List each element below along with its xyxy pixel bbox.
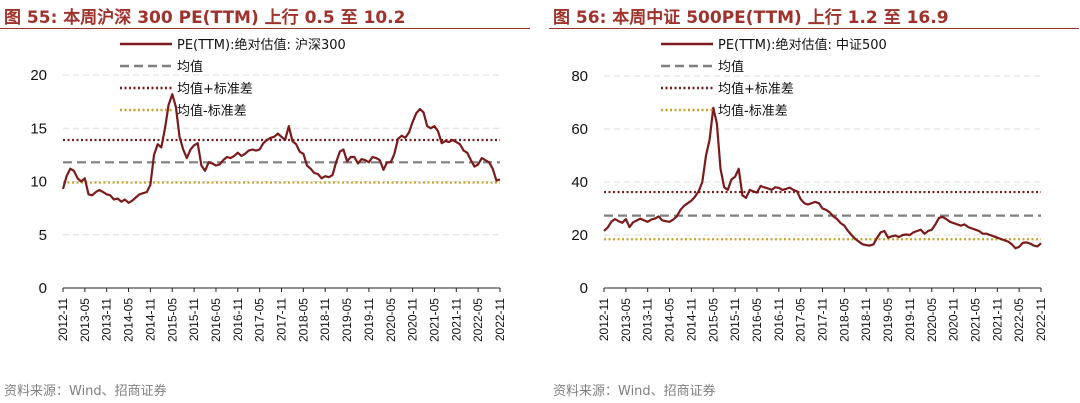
x-tick-label: 2012-11: [56, 298, 70, 341]
x-tick-label: 2017-05: [794, 298, 808, 342]
pe-series-line: [603, 106, 1042, 250]
x-tick-label: 2022-05: [1012, 298, 1026, 342]
y-tick-label: 5: [39, 227, 47, 244]
x-tick-label: 2019-11: [903, 298, 917, 341]
x-tick-label: 2017-11: [816, 298, 830, 341]
x-tick-label: 2016-05: [209, 298, 223, 342]
x-tick-label: 2018-11: [318, 298, 332, 341]
x-tick-label: 2015-11: [187, 298, 201, 341]
source-note: 资料来源：Wind、招商证券: [553, 384, 716, 399]
y-tick-label: 60: [571, 121, 588, 138]
y-tick-label: 20: [30, 67, 47, 84]
chart-hs300-pe: 0 5 10 15 20 2012-11 2013-05 2013-11 2014-05 2014…: [30, 37, 507, 342]
x-tick-label: 2017-05: [253, 298, 267, 342]
pe-series-line: [61, 93, 501, 204]
x-tick-label: 2021-11: [449, 298, 463, 341]
x-tick-label: 2018-11: [859, 298, 873, 341]
legend-pe-label: PE(TTM):绝对估值: 中证500: [718, 37, 887, 53]
legend-lower-label: 均值-标准差: [718, 103, 788, 119]
x-tick-label: 2019-05: [340, 298, 354, 342]
legend-mean-label: 均值: [177, 59, 203, 75]
x-tick-label: 2018-05: [296, 298, 310, 342]
x-tick-label: 2015-05: [165, 298, 179, 342]
title-divider: [0, 28, 530, 29]
x-tick-label: 2019-11: [362, 298, 376, 341]
x-tick-label: 2017-11: [275, 298, 289, 341]
y-tick-label: 15: [30, 120, 47, 137]
x-tick-label: 2012-11: [597, 298, 611, 341]
x-tick-label: 2021-11: [990, 298, 1004, 341]
y-tick-label: 20: [571, 227, 588, 244]
x-tick-label: 2019-05: [881, 298, 895, 342]
chart-panel-hs300: 图 55: 本周沪深 300 PE(TTM) 上行 0.5 至 10.2 0 5 1…: [0, 0, 530, 403]
y-tick-label: 80: [571, 68, 588, 85]
legend-mean-label: 均值: [718, 59, 744, 75]
title-divider: [549, 28, 1079, 29]
y-tick-label: 0: [39, 280, 47, 297]
x-tick-label: 2021-05: [427, 298, 441, 342]
x-tick-label: 2015-05: [706, 298, 720, 342]
legend-lower-label: 均值-标准差: [177, 103, 247, 119]
x-tick-label: 2016-05: [750, 298, 764, 342]
x-tick-label: 2022-11: [493, 298, 507, 341]
chart-csi500-pe: 0 20 40 60 80 2012-11 2013-05 2013-11 2014-05 201…: [571, 37, 1048, 342]
x-tick-label: 2014-05: [122, 298, 136, 342]
x-tick-label: 2014-05: [663, 298, 677, 342]
x-tick-label: 2013-05: [78, 298, 92, 342]
x-tick-label: 2018-05: [837, 298, 851, 342]
y-tick-label: 10: [30, 174, 47, 191]
x-tick-label: 2022-05: [471, 298, 485, 342]
x-tick-label: 2020-11: [406, 298, 420, 341]
legend-upper-label: 均值+标准差: [718, 81, 794, 97]
legend-upper-label: 均值+标准差: [177, 81, 253, 97]
x-tick-label: 2016-11: [231, 298, 245, 341]
source-note: 资料来源：Wind、招商证券: [4, 384, 167, 399]
x-tick-label: 2015-11: [728, 298, 742, 341]
legend-pe-label: PE(TTM):绝对估值: 沪深300: [177, 37, 346, 53]
chart-panel-csi500: 图 56: 本周中证 500PE(TTM) 上行 1.2 至 16.9 0 20 4…: [549, 0, 1079, 403]
x-tick-label: 2013-11: [641, 298, 655, 341]
x-tick-label: 2022-11: [1034, 298, 1048, 341]
x-tick-label: 2020-05: [925, 298, 939, 342]
y-tick-label: 40: [571, 174, 588, 191]
y-tick-label: 0: [580, 280, 588, 297]
x-tick-label: 2013-11: [100, 298, 114, 341]
x-tick-label: 2016-11: [772, 298, 786, 341]
x-tick-label: 2013-05: [619, 298, 633, 342]
x-tick-label: 2021-05: [968, 298, 982, 342]
x-tick-label: 2014-11: [684, 298, 698, 341]
chart-title: 图 55: 本周沪深 300 PE(TTM) 上行 0.5 至 10.2: [4, 8, 406, 28]
chart-title: 图 56: 本周中证 500PE(TTM) 上行 1.2 至 16.9: [553, 8, 949, 28]
x-tick-label: 2014-11: [143, 298, 157, 341]
x-tick-label: 2020-05: [384, 298, 398, 342]
x-tick-label: 2020-11: [947, 298, 961, 341]
